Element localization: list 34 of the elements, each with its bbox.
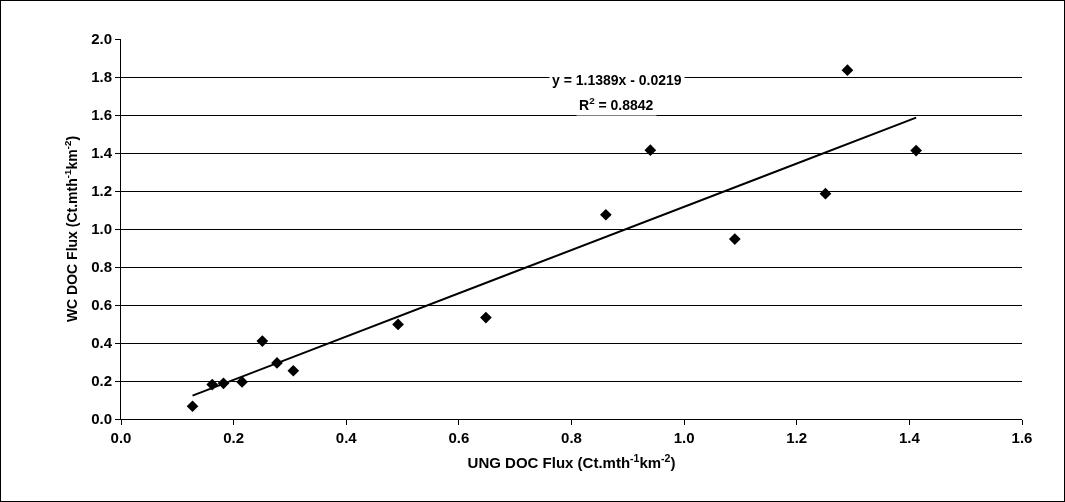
point xyxy=(600,208,612,221)
point xyxy=(392,318,404,331)
point xyxy=(819,187,832,200)
x-tick-label: 1.6 xyxy=(1011,429,1033,446)
point xyxy=(910,144,922,157)
y-tick-label: 1.0 xyxy=(91,220,112,238)
y-tick-label: 2.0 xyxy=(91,30,112,48)
x-tick-label: 0.0 xyxy=(110,429,132,446)
point xyxy=(287,364,300,377)
y-tick-label: 0.8 xyxy=(91,258,112,276)
annotation: y = 1.1389x - 0.0219 xyxy=(552,72,682,88)
y-tick-label: 1.2 xyxy=(91,182,112,200)
point xyxy=(186,400,199,413)
point xyxy=(256,335,269,347)
x-tick-label: 1.0 xyxy=(673,429,695,446)
x-tick-label: 1.4 xyxy=(898,429,921,446)
point xyxy=(841,64,854,77)
y-tick-label: 0.4 xyxy=(91,334,113,352)
y-tick-label: 1.4 xyxy=(91,144,113,162)
x-tick-label: 0.6 xyxy=(448,429,470,446)
y-tick-label: 0.2 xyxy=(91,372,112,390)
x-axis-title: UNG DOC Flux (Ct.mth$^{-1}$km$^{-2}$) xyxy=(467,451,676,471)
x-tick-label: 1.2 xyxy=(786,429,808,446)
x-tick-label: 0.4 xyxy=(335,429,358,446)
point xyxy=(644,144,657,156)
y-tick-label: 0.0 xyxy=(91,410,112,428)
x-tick-label: 0.2 xyxy=(223,429,245,446)
annotation: R$^{2}$ = 0.8842 xyxy=(579,95,654,113)
y-tick-label: 1.6 xyxy=(91,106,112,124)
y-tick-label: 1.8 xyxy=(91,68,112,86)
point xyxy=(480,311,492,324)
point xyxy=(728,233,741,245)
x-tick-label: 0.8 xyxy=(561,429,582,446)
y-tick-label: 0.6 xyxy=(91,296,112,314)
